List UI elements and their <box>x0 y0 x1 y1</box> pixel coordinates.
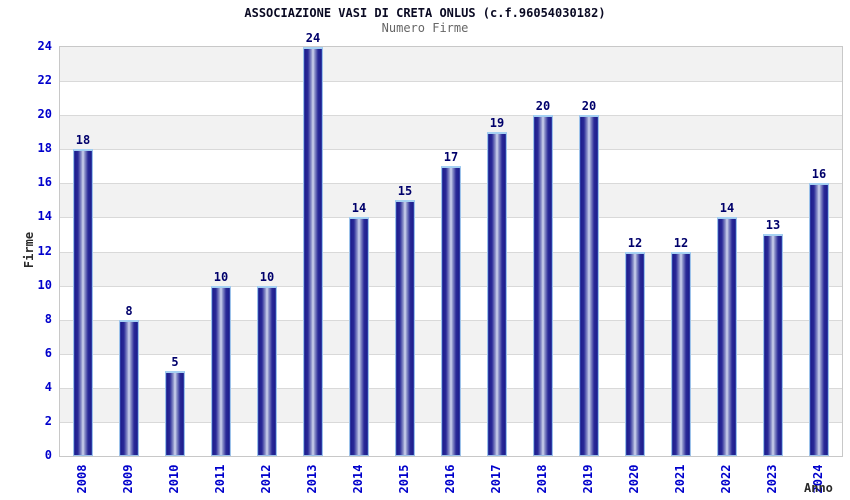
bar-2017 <box>487 132 507 456</box>
chart-subtitle: Numero Firme <box>381 21 469 35</box>
bar-value-label: 10 <box>213 269 229 284</box>
gridline <box>60 115 842 117</box>
y-tick-label: 12 <box>37 243 52 258</box>
y-tick-label: 22 <box>37 73 52 88</box>
bar-value-label: 14 <box>719 201 735 216</box>
bar-value-label: 17 <box>443 150 459 165</box>
plot-band <box>60 47 842 82</box>
plot-area: 18 8 5 10 10 24 14 15 17 19 20 20 12 12 14 13 16 <box>59 31 843 457</box>
y-tick-label: 4 <box>44 379 52 394</box>
x-tick-label: 2015 <box>397 464 411 494</box>
y-tick-label: 10 <box>37 277 52 292</box>
x-tick-label: 2017 <box>489 464 503 494</box>
bar-2014 <box>349 217 369 456</box>
y-tick-label: 20 <box>37 107 52 122</box>
bar-value-label: 18 <box>75 133 91 148</box>
bar-value-label: 5 <box>171 354 179 369</box>
bar-value-label: 8 <box>125 303 133 318</box>
bar-2012 <box>257 285 277 456</box>
y-tick-label: 14 <box>37 209 52 224</box>
y-tick-label: 16 <box>37 175 52 190</box>
x-axis-title: Anno <box>804 481 833 495</box>
bar-value-label: 24 <box>305 31 321 45</box>
y-tick-label: 2 <box>44 413 52 428</box>
bar-value-label: 12 <box>673 235 689 250</box>
bar-value-label: 12 <box>627 235 643 250</box>
x-tick-label: 2021 <box>673 464 687 494</box>
bar-2008 <box>73 149 93 456</box>
bar-2011 <box>211 285 231 456</box>
x-tick-label: 2016 <box>443 464 457 494</box>
bar-2018 <box>533 115 553 456</box>
x-tick-label: 2013 <box>305 464 319 494</box>
x-tick-label: 2019 <box>581 464 595 494</box>
y-tick-label: 8 <box>44 311 52 326</box>
y-tick-label: 6 <box>44 345 52 360</box>
bar-2021 <box>671 251 691 456</box>
x-tick-label: 2023 <box>765 464 779 494</box>
bar-value-label: 19 <box>489 116 505 131</box>
bar-value-label: 15 <box>397 184 413 199</box>
bar-2015 <box>395 200 415 456</box>
x-tick-label: 2014 <box>351 464 365 494</box>
bar-value-label: 14 <box>351 201 367 216</box>
x-tick-label: 2009 <box>121 464 135 494</box>
x-tick-label: 2018 <box>535 464 549 494</box>
bar-value-label: 13 <box>765 218 781 233</box>
x-tick-label: 2012 <box>259 464 273 494</box>
x-tick-label: 2008 <box>75 464 89 494</box>
bar-value-label: 20 <box>581 99 597 114</box>
gridline <box>60 81 842 83</box>
bar-2009 <box>119 319 139 456</box>
bar-value-label: 16 <box>811 167 827 182</box>
bar-value-label: 20 <box>535 99 551 114</box>
x-tick-label: 2011 <box>213 464 227 494</box>
bar-2023 <box>763 234 783 456</box>
bar-value-label: 10 <box>259 269 275 284</box>
bar-2013 <box>303 47 323 456</box>
x-tick-label: 2010 <box>167 464 181 494</box>
plot-band <box>60 115 842 150</box>
bar-2016 <box>441 166 461 456</box>
bar-2022 <box>717 217 737 456</box>
bar-2020 <box>625 251 645 456</box>
y-tick-label: 24 <box>37 39 52 53</box>
gridline <box>60 149 842 151</box>
y-tick-label: 0 <box>44 448 52 462</box>
x-tick-label: 2020 <box>627 464 641 494</box>
x-tick-label: 2022 <box>719 464 733 494</box>
y-tick-label: 18 <box>37 141 52 156</box>
bar-2019 <box>579 115 599 456</box>
chart-title: ASSOCIAZIONE VASI DI CRETA ONLUS (c.f.96… <box>244 6 606 20</box>
bar-2010 <box>165 370 185 456</box>
bar-2024 <box>809 183 829 456</box>
